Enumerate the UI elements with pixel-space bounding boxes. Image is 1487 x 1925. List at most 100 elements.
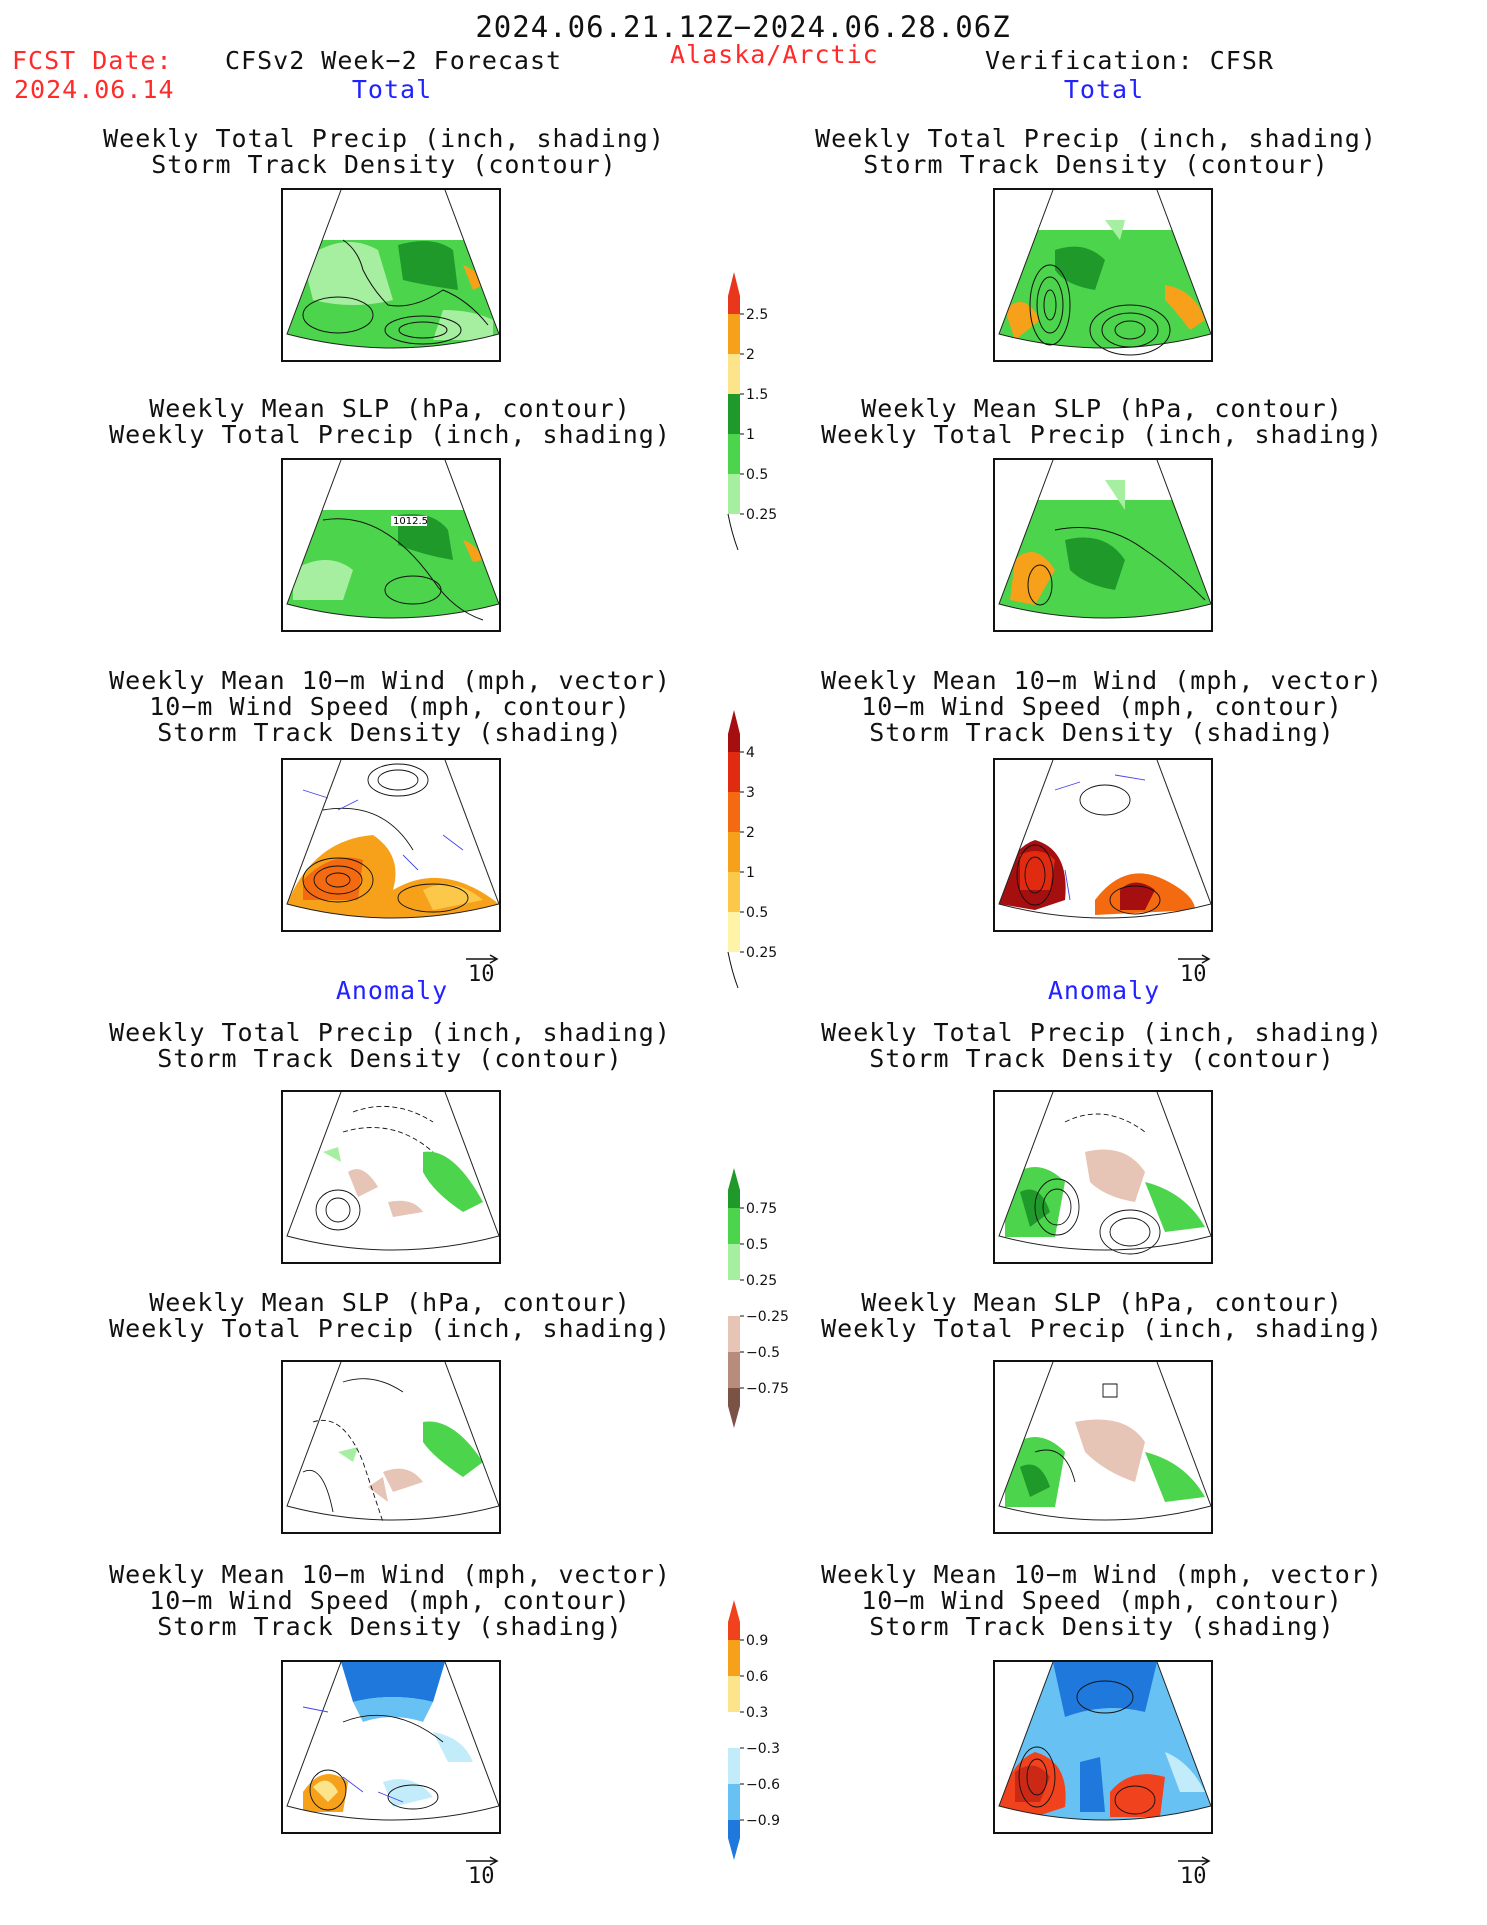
title-line: Weekly Mean SLP (hPa, contour): [149, 1288, 631, 1317]
section-total-forecast: Total: [351, 75, 433, 104]
colorbar-segment: [728, 734, 740, 752]
colorbar-segment: [728, 1316, 740, 1352]
valid-period-title: 2024.06.21.12Z−2024.06.28.06Z: [475, 10, 1011, 44]
title-slp-precip-fcst-total: Weekly Mean SLP (hPa, contour) Weekly To…: [109, 396, 671, 448]
colorbar-cap: [728, 1168, 740, 1190]
colorbar-label: 0.25: [746, 507, 777, 523]
title-line: Storm Track Density (contour): [869, 1044, 1335, 1073]
colorbar-precip-total: 2.5 2 1.5 1 0.5 0.25: [727, 272, 777, 551]
title-line: Weekly Mean 10−m Wind (mph, vector): [821, 666, 1383, 695]
vector-reference-label: 10: [1180, 1864, 1207, 1889]
region-title: Alaska/Arctic: [670, 40, 879, 69]
colorbar-storm-anomaly: 0.9 0.6 0.3 −0.3 −0.6 −0.9: [728, 1600, 780, 1860]
colorbar-tail: [727, 513, 739, 551]
title-wind-storm-verif-anom: Weekly Mean 10−m Wind (mph, vector) 10−m…: [821, 1562, 1383, 1640]
map-precip-storm-forecast-anomaly: [281, 1090, 501, 1264]
map-precip-storm-verification-anomaly: [993, 1090, 1213, 1264]
verification-title: Verification: CFSR: [985, 46, 1274, 75]
title-slp-precip-verif-total: Weekly Mean SLP (hPa, contour) Weekly To…: [821, 396, 1383, 448]
colorbar-label: −0.75: [746, 1381, 789, 1397]
colorbar-label: 0.25: [746, 945, 777, 961]
vector-reference-label: 10: [468, 1864, 495, 1889]
vector-reference-fcst-total: 10: [464, 950, 500, 987]
fcst-date-value: 2024.06.14: [14, 75, 175, 104]
title-line: 10−m Wind Speed (mph, contour): [861, 1586, 1343, 1615]
colorbar-segment: [728, 1280, 740, 1316]
colorbar-label: 0.5: [746, 467, 768, 483]
title-line: Weekly Mean SLP (hPa, contour): [861, 1288, 1343, 1317]
section-anomaly-forecast: Anomaly: [335, 976, 449, 1005]
title-line: Storm Track Density (shading): [869, 718, 1335, 747]
title-line: Weekly Mean 10−m Wind (mph, vector): [109, 666, 671, 695]
map-slp-precip-verification-anomaly: [993, 1360, 1213, 1534]
map-wind-storm-verification-anomaly: [993, 1660, 1213, 1834]
title-wind-storm-fcst-total: Weekly Mean 10−m Wind (mph, vector) 10−m…: [109, 668, 671, 746]
map-wind-storm-forecast-anomaly: [281, 1660, 501, 1834]
colorbar-cap: [728, 272, 740, 296]
title-line: Weekly Mean 10−m Wind (mph, vector): [109, 1560, 671, 1589]
title-line: Weekly Mean SLP (hPa, contour): [861, 394, 1343, 423]
colorbar-tail: [727, 951, 739, 989]
title-line: Storm Track Density (contour): [863, 150, 1329, 179]
colorbar-cap: [728, 1600, 740, 1622]
colorbar-label: 1: [746, 427, 755, 443]
section-total-verification: Total: [1063, 75, 1145, 104]
colorbar-segment: [728, 912, 740, 952]
colorbar-storm-total: 4 3 2 1 0.5 0.25: [727, 710, 777, 989]
colorbar-segment: [728, 872, 740, 912]
colorbar-segment: [728, 314, 740, 354]
colorbar-label: −0.9: [746, 1813, 780, 1829]
title-wind-storm-fcst-anom: Weekly Mean 10−m Wind (mph, vector) 10−m…: [109, 1562, 671, 1640]
colorbar-label: 0.3: [746, 1705, 768, 1721]
arrow-right-icon: [1178, 1856, 1211, 1866]
title-line: Weekly Mean SLP (hPa, contour): [149, 394, 631, 423]
title-line: Weekly Mean 10−m Wind (mph, vector): [821, 1560, 1383, 1589]
colorbar-label: −0.3: [746, 1741, 780, 1757]
title-line: 10−m Wind Speed (mph, contour): [149, 692, 631, 721]
title-precip-storm-fcst-anom: Weekly Total Precip (inch, shading) Stor…: [109, 1020, 671, 1072]
title-line: Weekly Total Precip (inch, shading): [109, 1314, 671, 1343]
colorbar-label: 1.5: [746, 387, 768, 403]
map-wind-storm-verification-total: [993, 758, 1213, 932]
vector-reference-label: 10: [468, 962, 495, 987]
slp-contour-label: 1012.5: [393, 516, 428, 527]
colorbar-segment: [728, 296, 740, 314]
colorbar-segment: [728, 1676, 740, 1712]
title-line: Weekly Total Precip (inch, shading): [109, 420, 671, 449]
vector-reference-verif-total: 10: [1176, 950, 1212, 987]
title-line: Weekly Total Precip (inch, shading): [103, 124, 665, 153]
title-precip-storm-fcst-total: Weekly Total Precip (inch, shading) Stor…: [103, 126, 665, 178]
title-line: 10−m Wind Speed (mph, contour): [149, 1586, 631, 1615]
colorbar-label: 0.6: [746, 1669, 768, 1685]
colorbar-segment: [728, 792, 740, 832]
colorbar-label: 2.5: [746, 307, 768, 323]
title-line: 10−m Wind Speed (mph, contour): [861, 692, 1343, 721]
colorbar-cap: [728, 1838, 740, 1860]
colorbar-cap: [728, 710, 740, 734]
title-line: Storm Track Density (shading): [157, 718, 623, 747]
colorbar-segment: [728, 1208, 740, 1244]
colorbar-segment: [728, 434, 740, 474]
title-precip-storm-verif-anom: Weekly Total Precip (inch, shading) Stor…: [821, 1020, 1383, 1072]
model-title: CFSv2 Week−2 Forecast: [225, 46, 563, 75]
title-slp-precip-verif-anom: Weekly Mean SLP (hPa, contour) Weekly To…: [821, 1290, 1383, 1342]
colorbar-segment: [728, 1820, 740, 1838]
map-precip-storm-verification-total: [993, 188, 1213, 362]
title-wind-storm-verif-total: Weekly Mean 10−m Wind (mph, vector) 10−m…: [821, 668, 1383, 746]
arrow-right-icon: [466, 1856, 499, 1866]
fcst-date-label: FCST Date:: [12, 46, 173, 75]
map-precip-storm-forecast-total: [281, 188, 501, 362]
colorbar-label: −0.5: [746, 1345, 780, 1361]
map-slp-precip-verification-total: [993, 458, 1213, 632]
colorbar-label: −0.25: [746, 1309, 789, 1325]
title-line: Storm Track Density (contour): [151, 150, 617, 179]
arrow-right-icon: [466, 954, 499, 964]
colorbar-label: 2: [746, 347, 755, 363]
map-slp-precip-forecast-total: 1012.5: [281, 458, 501, 632]
title-line: Storm Track Density (shading): [869, 1612, 1335, 1641]
colorbar-segment: [728, 1748, 740, 1784]
colorbar-label: 0.9: [746, 1633, 768, 1649]
title-line: Weekly Total Precip (inch, shading): [815, 124, 1377, 153]
colorbar-segment: [728, 394, 740, 434]
colorbar-label: −0.6: [746, 1777, 780, 1793]
